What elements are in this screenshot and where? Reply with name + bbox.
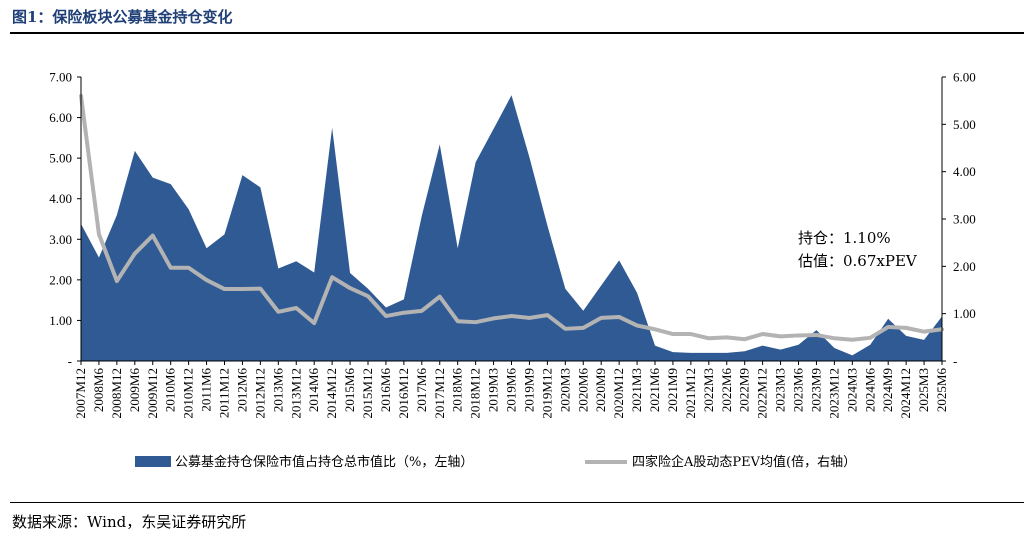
- x-axis-tick-label: 2019M3: [486, 368, 501, 412]
- x-axis-tick-label: 2011M6: [199, 368, 214, 412]
- line-series: [79, 93, 944, 342]
- x-axis-tick-label: 2015M6: [342, 368, 357, 413]
- x-axis-tick-label: 2008M6: [91, 368, 106, 413]
- x-axis-tick-label: 2025M3: [916, 368, 931, 412]
- left-axis-tick-label: 6.00: [49, 110, 72, 125]
- top-rule: [10, 32, 1024, 34]
- left-axis-tick-label: 4.00: [49, 191, 72, 206]
- right-axis-tick-label: 5.00: [953, 117, 976, 132]
- x-axis-tick-label: 2019M9: [521, 368, 536, 412]
- figure-title: 图1：保险板块公募基金持仓变化: [12, 8, 233, 26]
- x-axis-tick-label: 2007M12: [73, 368, 88, 419]
- left-axis-tick-label: 3.00: [49, 232, 72, 247]
- x-axis-tick-label: 2023M3: [773, 368, 788, 412]
- left-axis-tick-label: 1.00: [49, 313, 72, 328]
- x-axis-tick-label: 2021M9: [665, 368, 680, 412]
- x-axis-tick-label: 2015M12: [360, 368, 375, 419]
- left-axis-tick-label: -: [68, 354, 72, 369]
- tick-labels-layer: - 1.00 2.00 3.00 4.00 5.00 6.00 7.00 - 1.00 2.00 3.…: [49, 70, 976, 419]
- x-axis-tick-label: 2012M6: [234, 368, 249, 413]
- axes-layer: [77, 76, 946, 365]
- x-axis-tick-label: 2016M6: [378, 368, 393, 413]
- area-series-layer: [81, 95, 942, 361]
- x-axis-tick-label: 2014M12: [324, 368, 339, 419]
- x-axis-tick-label: 2022M12: [755, 368, 770, 419]
- x-axis-tick-label: 2020M12: [611, 368, 626, 419]
- legend-area-label: 公募基金持仓保险市值占持仓总市值比（%，左轴）: [175, 454, 473, 470]
- x-axis-tick-label: 2010M6: [163, 368, 178, 413]
- right-axis-tick-label: 3.00: [953, 212, 976, 227]
- x-axis-tick-label: 2017M6: [414, 368, 429, 413]
- x-axis-tick-label: 2024M6: [862, 368, 877, 413]
- legend-area-swatch: [135, 456, 171, 467]
- x-axis-tick-label: 2020M3: [557, 368, 572, 412]
- x-axis-tick-label: 2009M6: [127, 368, 142, 413]
- x-axis-tick-label: 2013M6: [270, 368, 285, 413]
- x-axis-tick-label: 2024M3: [844, 368, 859, 412]
- bottom-rule: [10, 502, 1024, 503]
- x-axis-tick-label: 2009M12: [145, 368, 160, 419]
- x-axis-tick-label: 2008M12: [109, 368, 124, 419]
- annotation-valuation: 估值：0.67xPEV: [798, 252, 918, 270]
- right-axis-tick-label: 2.00: [953, 259, 976, 274]
- area-series: [81, 95, 942, 361]
- x-axis-tick-label: 2017M12: [432, 368, 447, 419]
- x-axis-tick-label: 2022M3: [701, 368, 716, 412]
- right-axis-tick-label: 4.00: [953, 164, 976, 179]
- x-axis-tick-label: 2021M6: [647, 368, 662, 413]
- x-axis-tick-label: 2014M6: [306, 368, 321, 413]
- right-axis-tick-label: 1.00: [953, 306, 976, 321]
- x-axis-tick-label: 2016M12: [396, 368, 411, 419]
- legend: 公募基金持仓保险市值占持仓总市值比（%，左轴） 四家险企A股动态PEV均值(倍，右…: [135, 454, 856, 470]
- annotation-holding: 持仓：1.10%: [798, 229, 891, 247]
- x-axis-tick-label: 2023M9: [808, 368, 823, 412]
- x-axis-tick-label: 2025M6: [934, 368, 949, 413]
- x-axis-tick-label: 2021M12: [683, 368, 698, 419]
- x-axis-tick-label: 2023M6: [791, 368, 806, 413]
- source-note: 数据来源：Wind，东吴证券研究所: [12, 513, 247, 531]
- left-axis-tick-label: 2.00: [49, 272, 72, 287]
- left-axis-tick-label: 5.00: [49, 151, 72, 166]
- annotation: 持仓：1.10% 估值：0.67xPEV: [798, 229, 918, 270]
- x-axis-tick-label: 2020M9: [593, 368, 608, 412]
- right-axis-tick-label: 6.00: [953, 70, 976, 85]
- x-axis-tick-label: 2024M12: [898, 368, 913, 419]
- left-axis-tick-label: 7.00: [49, 70, 72, 85]
- x-axis-tick-label: 2019M12: [539, 368, 554, 419]
- chart: - 1.00 2.00 3.00 4.00 5.00 6.00 7.00 - 1.00 2.00 3.…: [49, 70, 976, 471]
- x-axis-tick-label: 2018M6: [450, 368, 465, 413]
- x-axis-tick-label: 2013M12: [288, 368, 303, 419]
- x-axis-tick-label: 2011M12: [217, 368, 232, 418]
- right-axis-tick-label: -: [953, 354, 957, 369]
- x-axis-tick-label: 2020M6: [575, 368, 590, 413]
- x-axis-tick-label: 2021M3: [629, 368, 644, 412]
- x-axis-tick-label: 2010M12: [181, 368, 196, 419]
- x-axis-tick-label: 2024M9: [880, 368, 895, 412]
- x-axis-tick-label: 2023M12: [826, 368, 841, 419]
- x-axis-tick-label: 2019M6: [504, 368, 519, 413]
- x-axis-tick-label: 2018M12: [468, 368, 483, 419]
- line-series-layer: [79, 93, 944, 342]
- x-axis-tick-label: 2022M6: [719, 368, 734, 413]
- legend-line-label: 四家险企A股动态PEV均值(倍，右轴）: [632, 454, 856, 470]
- x-axis-tick-label: 2022M9: [737, 368, 752, 412]
- x-axis-tick-label: 2012M12: [252, 368, 267, 419]
